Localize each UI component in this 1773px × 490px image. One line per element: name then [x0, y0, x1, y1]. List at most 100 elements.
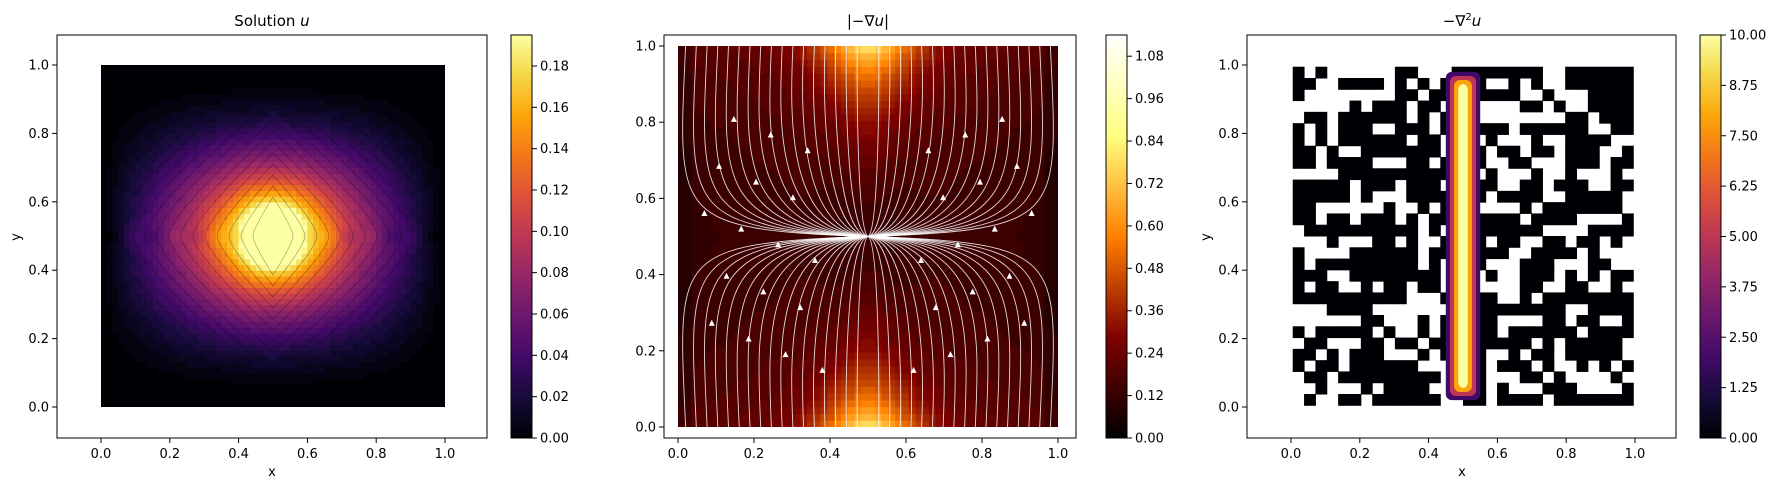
solution-cell	[410, 110, 417, 117]
gradient-cell	[1037, 352, 1046, 360]
solution-cell	[123, 264, 131, 271]
solution-cell	[387, 384, 394, 391]
gradient-cell	[678, 386, 686, 394]
solution-cell	[347, 367, 354, 374]
solution-cell	[393, 264, 400, 271]
gradient-cell	[1017, 352, 1025, 360]
solution-cell	[359, 230, 366, 237]
solution-cell	[295, 93, 303, 100]
solution-cell	[238, 179, 245, 186]
solution-cell	[393, 133, 400, 140]
solution-cell	[106, 401, 114, 407]
solution-cell	[376, 167, 383, 174]
solution-cell	[261, 116, 268, 123]
solution-cell	[106, 332, 114, 340]
gradient-cell	[793, 386, 801, 394]
gradient-cell	[1003, 290, 1012, 299]
gradient-cell	[800, 318, 808, 326]
solution-cell	[192, 338, 200, 345]
gradient-cell	[1037, 324, 1046, 333]
solution-cell	[152, 304, 159, 311]
solution-cell	[129, 270, 136, 277]
solution-cell	[359, 201, 366, 209]
solution-cell	[146, 230, 154, 237]
solution-cell	[416, 76, 423, 83]
solution-cell	[164, 93, 171, 100]
solution-cell	[295, 65, 303, 72]
gradient-cell	[711, 284, 720, 292]
gradient-cell	[793, 324, 801, 333]
solution-cell	[158, 401, 165, 407]
solution-cell	[221, 321, 228, 328]
gradient-cell	[752, 290, 761, 299]
contour-line	[204, 152, 342, 320]
solution-cell	[204, 179, 211, 186]
solution-cell	[261, 395, 268, 402]
solution-cell	[169, 321, 177, 328]
solution-cell	[370, 355, 377, 362]
solution-cell	[399, 367, 406, 374]
gradient-cell	[881, 420, 889, 427]
solution-cell	[123, 190, 131, 197]
solution-cell	[101, 332, 108, 340]
solution-cell	[393, 190, 400, 197]
solution-cell	[353, 76, 360, 83]
gradient-cell	[881, 318, 889, 326]
solution-cell	[250, 213, 257, 220]
solution-cell	[404, 213, 412, 220]
solution-cell	[250, 275, 257, 283]
solution-cell	[393, 327, 400, 334]
solution-cell	[353, 258, 360, 266]
solution-cell	[192, 310, 200, 317]
solution-cell	[313, 76, 320, 83]
solution-cell	[416, 116, 423, 123]
solution-cell	[101, 275, 108, 283]
solution-cell	[273, 224, 280, 231]
solution-cell	[215, 389, 222, 397]
solution-cell	[152, 332, 159, 340]
solution-cell	[330, 76, 337, 83]
solution-cell	[101, 327, 108, 334]
solution-cell	[221, 378, 228, 385]
solution-cell	[118, 104, 125, 112]
gradient-cell	[861, 372, 869, 380]
solution-cell	[238, 350, 245, 357]
solution-cell	[416, 293, 423, 300]
solution-cell	[158, 287, 165, 294]
gradient-cell	[698, 379, 706, 387]
solution-cell	[221, 87, 228, 95]
solution-cell	[387, 355, 394, 362]
solution-cell	[158, 150, 165, 157]
gradient-cell	[745, 304, 754, 312]
solution-cell	[209, 122, 217, 129]
solution-cell	[209, 76, 217, 83]
solution-cell	[330, 241, 337, 248]
gradient-cell	[718, 318, 727, 326]
solution-cell	[313, 139, 320, 146]
solution-cell	[135, 196, 142, 203]
solution-cell	[278, 230, 286, 237]
solution-cell	[198, 270, 205, 277]
gradient-cell	[1024, 304, 1032, 312]
solution-cell	[146, 93, 154, 100]
solution-cell	[146, 327, 154, 334]
solution-cell	[146, 281, 154, 288]
solution-cell	[164, 350, 171, 357]
solution-cell	[158, 230, 165, 237]
gradient-cell	[800, 297, 808, 306]
solution-cell	[204, 236, 211, 243]
solution-cell	[244, 367, 251, 374]
solution-cell	[290, 110, 297, 117]
gradient-cell	[773, 386, 781, 394]
solution-cell	[422, 253, 429, 260]
gradient-cell	[922, 399, 930, 408]
gradient-cell	[956, 358, 964, 367]
solution-cell	[427, 281, 435, 288]
solution-cell	[169, 161, 177, 169]
solution-cell	[209, 275, 217, 283]
gradient-cell	[739, 372, 747, 380]
solution-cell	[416, 230, 423, 237]
gradient-cell	[834, 365, 842, 374]
solution-cell	[112, 389, 119, 397]
solution-cell	[422, 173, 429, 180]
